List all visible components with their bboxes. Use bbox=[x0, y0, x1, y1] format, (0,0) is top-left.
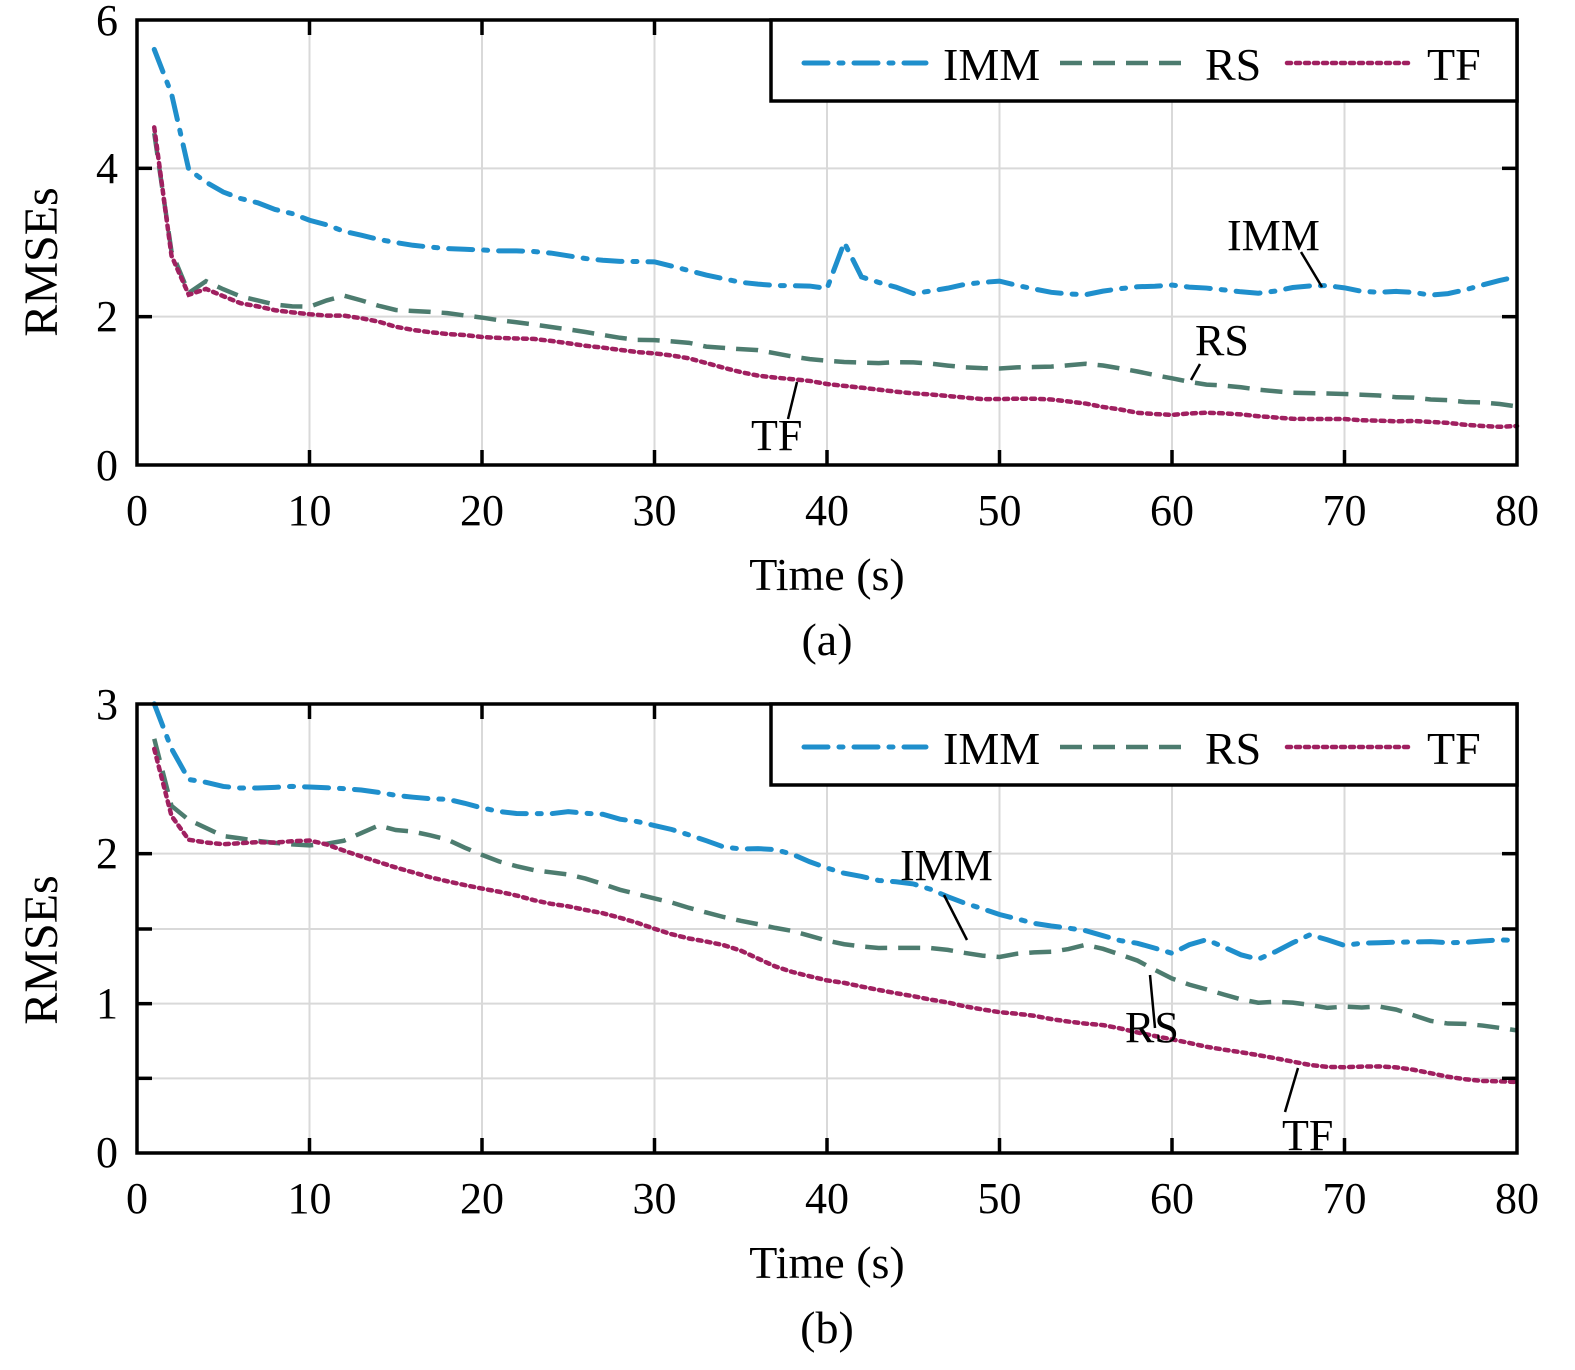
svg-text:(b): (b) bbox=[800, 1302, 854, 1353]
svg-text:Time (s): Time (s) bbox=[749, 1237, 905, 1288]
svg-text:IMM: IMM bbox=[943, 39, 1040, 90]
svg-text:RS: RS bbox=[1125, 1003, 1179, 1052]
svg-text:IMM: IMM bbox=[1227, 211, 1320, 260]
svg-text:40: 40 bbox=[805, 1174, 849, 1223]
svg-text:(a): (a) bbox=[801, 614, 852, 665]
svg-text:50: 50 bbox=[978, 1174, 1022, 1223]
svg-text:80: 80 bbox=[1495, 486, 1539, 535]
svg-text:50: 50 bbox=[978, 486, 1022, 535]
svg-text:RMSEs: RMSEs bbox=[15, 187, 68, 336]
svg-text:30: 30 bbox=[633, 486, 677, 535]
svg-text:IMM: IMM bbox=[900, 841, 993, 890]
svg-text:2: 2 bbox=[96, 829, 118, 878]
svg-text:60: 60 bbox=[1150, 486, 1194, 535]
svg-text:0: 0 bbox=[126, 1174, 148, 1223]
svg-text:10: 10 bbox=[288, 1174, 332, 1223]
svg-text:6: 6 bbox=[96, 0, 118, 45]
svg-text:0: 0 bbox=[96, 1128, 118, 1177]
svg-text:IMM: IMM bbox=[943, 723, 1040, 774]
svg-text:TF: TF bbox=[1282, 1111, 1333, 1160]
svg-text:RMSEs: RMSEs bbox=[15, 875, 68, 1024]
svg-text:20: 20 bbox=[460, 486, 504, 535]
svg-text:TF: TF bbox=[1427, 723, 1481, 774]
svg-text:2: 2 bbox=[96, 292, 118, 341]
svg-text:80: 80 bbox=[1495, 1174, 1539, 1223]
svg-text:TF: TF bbox=[1427, 39, 1481, 90]
svg-text:30: 30 bbox=[633, 1174, 677, 1223]
svg-text:70: 70 bbox=[1323, 486, 1367, 535]
svg-text:70: 70 bbox=[1323, 1174, 1367, 1223]
svg-text:4: 4 bbox=[96, 144, 118, 193]
svg-text:1: 1 bbox=[96, 979, 118, 1028]
svg-text:RS: RS bbox=[1195, 316, 1249, 365]
svg-text:TF: TF bbox=[751, 411, 802, 460]
svg-text:20: 20 bbox=[460, 1174, 504, 1223]
svg-text:0: 0 bbox=[126, 486, 148, 535]
svg-text:0: 0 bbox=[96, 441, 118, 490]
svg-text:10: 10 bbox=[288, 486, 332, 535]
svg-text:40: 40 bbox=[805, 486, 849, 535]
svg-text:RS: RS bbox=[1205, 39, 1261, 90]
svg-text:Time (s): Time (s) bbox=[749, 549, 905, 600]
svg-text:3: 3 bbox=[96, 680, 118, 729]
svg-text:60: 60 bbox=[1150, 1174, 1194, 1223]
svg-text:RS: RS bbox=[1205, 723, 1261, 774]
